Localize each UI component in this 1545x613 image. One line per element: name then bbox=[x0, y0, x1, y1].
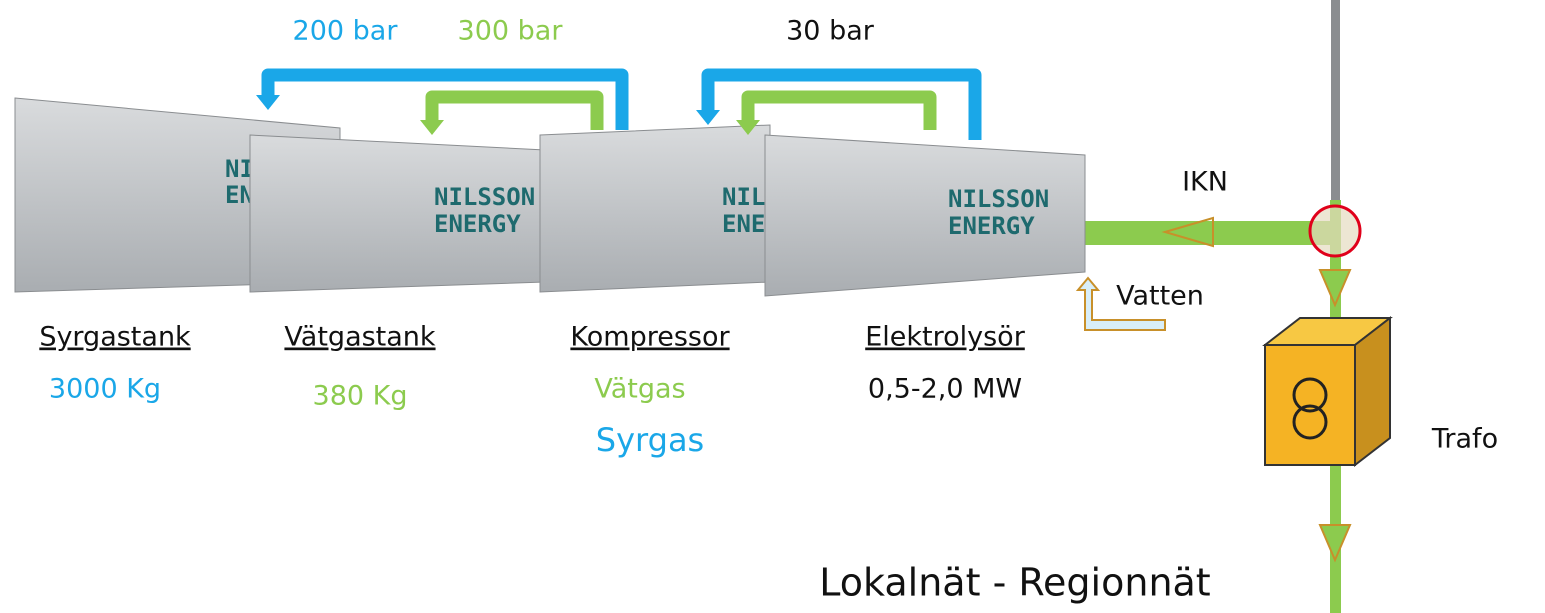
container-detail: 3000 Kg bbox=[49, 374, 161, 405]
diagram: NILSSON ENERGY NILSSON ENERGY NILSSON EN… bbox=[0, 0, 1545, 613]
pressure-label: 200 bar bbox=[293, 16, 399, 47]
container-name: Kompressor bbox=[570, 322, 730, 353]
transformer-label: Trafo bbox=[1431, 424, 1498, 455]
container-detail: 0,5-2,0 MW bbox=[868, 374, 1022, 405]
container-detail: Vätgas bbox=[594, 374, 685, 405]
flow-arrow bbox=[1320, 270, 1350, 305]
container-name: Elektrolysör bbox=[865, 322, 1025, 353]
ikn-label: IKN bbox=[1182, 167, 1228, 198]
container-detail: Syrgas bbox=[596, 421, 704, 459]
logo: NILSSON bbox=[948, 185, 1049, 213]
flow-arrow bbox=[1320, 525, 1350, 560]
container-name: Syrgastank bbox=[39, 322, 191, 353]
gas-arrows bbox=[268, 75, 975, 140]
pole bbox=[1331, 0, 1340, 215]
network-label: Lokalnät - Regionnät bbox=[819, 561, 1210, 605]
transformer bbox=[1265, 318, 1390, 465]
container: NILSSON ENERGY bbox=[250, 135, 545, 292]
container-name: Vätgastank bbox=[284, 322, 436, 353]
container-detail: 380 Kg bbox=[313, 381, 408, 412]
logo: ENERGY bbox=[434, 210, 521, 238]
container: NILSSON ENERGY bbox=[765, 135, 1085, 296]
logo: ENERGY bbox=[948, 212, 1035, 240]
arrowhead bbox=[696, 110, 720, 125]
pressure-label: 300 bar bbox=[458, 16, 564, 47]
arrowhead bbox=[256, 95, 280, 110]
logo: NILSSON bbox=[434, 183, 535, 211]
pressure-label: 30 bar bbox=[786, 16, 875, 47]
connection-point bbox=[1310, 206, 1360, 256]
arrowhead bbox=[420, 120, 444, 135]
water-label: Vatten bbox=[1116, 281, 1204, 312]
